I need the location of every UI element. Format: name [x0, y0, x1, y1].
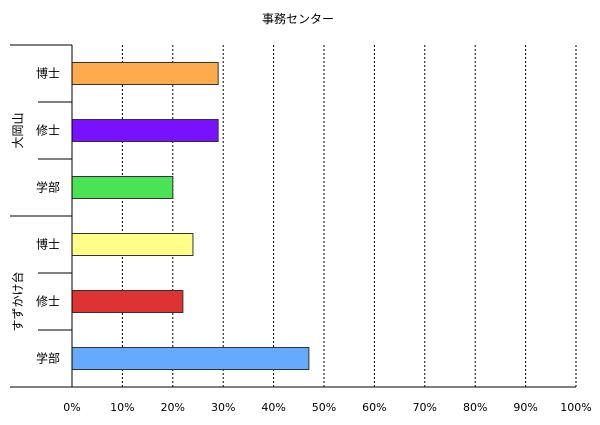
x-tick-label: 50% [312, 401, 336, 414]
category-label: 修士 [36, 294, 60, 309]
x-tick-label: 40% [261, 401, 285, 414]
x-tick-labels: 0% 10% 20% 30% 40% 50% 60% 70% 80% 90% 100% [63, 401, 591, 414]
bar [71, 233, 194, 256]
bar [71, 176, 174, 199]
x-tick-label: 100% [560, 401, 591, 414]
bar [71, 347, 310, 370]
chart-title: 事務センター [262, 12, 334, 26]
category-label: 学部 [36, 351, 60, 366]
x-tick-label: 0% [63, 401, 80, 414]
category-label: 修士 [36, 123, 60, 138]
x-tick-label: 90% [513, 401, 537, 414]
x-tick-label: 60% [362, 401, 386, 414]
bar [71, 62, 219, 85]
bar [71, 290, 184, 313]
x-tick-label: 80% [463, 401, 487, 414]
x-tick-label: 30% [211, 401, 235, 414]
bars [71, 62, 310, 370]
group-label: 大岡山 [11, 112, 25, 148]
category-label: 学部 [36, 180, 60, 195]
x-tick-label: 70% [413, 401, 437, 414]
category-label: 博士 [36, 237, 60, 252]
axes [10, 44, 576, 388]
bar [71, 119, 219, 142]
grid-lines [121, 45, 577, 387]
group-label: すずかけ台 [10, 271, 25, 331]
x-tick-label: 20% [161, 401, 185, 414]
category-label: 博士 [36, 66, 60, 81]
x-tick-label: 10% [110, 401, 134, 414]
